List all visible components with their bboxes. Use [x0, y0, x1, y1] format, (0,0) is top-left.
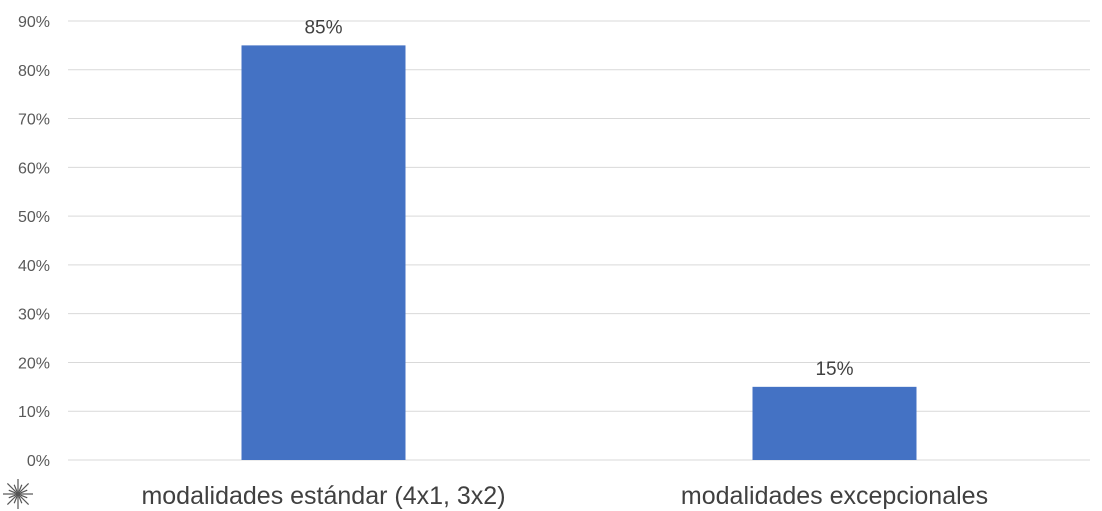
bars: [241, 45, 917, 461]
bar: [752, 386, 917, 460]
y-tick-label: 90%: [18, 14, 50, 31]
y-tick-label: 20%: [18, 355, 50, 372]
data-labels: 85% 15%: [304, 17, 853, 379]
sunburst-icon: [3, 479, 33, 509]
y-tick-label: 70%: [18, 112, 50, 129]
data-label: 85%: [304, 17, 342, 38]
y-tick-label: 80%: [18, 63, 50, 80]
y-axis-tick-labels: 0% 10% 20% 30% 40% 50% 60% 70% 80% 90%: [18, 14, 50, 470]
y-tick-label: 60%: [18, 160, 50, 177]
bar: [241, 45, 406, 461]
y-tick-label: 50%: [18, 209, 50, 226]
x-category-label: modalidades estándar (4x1, 3x2): [141, 482, 505, 510]
x-axis-category-labels: modalidades estándar (4x1, 3x2) modalidad…: [141, 482, 988, 510]
y-tick-label: 30%: [18, 307, 50, 324]
y-tick-label: 0%: [27, 453, 50, 470]
gridlines: [68, 20, 1090, 461]
y-tick-label: 40%: [18, 258, 50, 275]
data-label: 15%: [815, 359, 853, 380]
y-tick-label: 10%: [18, 404, 50, 421]
x-category-label: modalidades excepcionales: [681, 482, 988, 510]
